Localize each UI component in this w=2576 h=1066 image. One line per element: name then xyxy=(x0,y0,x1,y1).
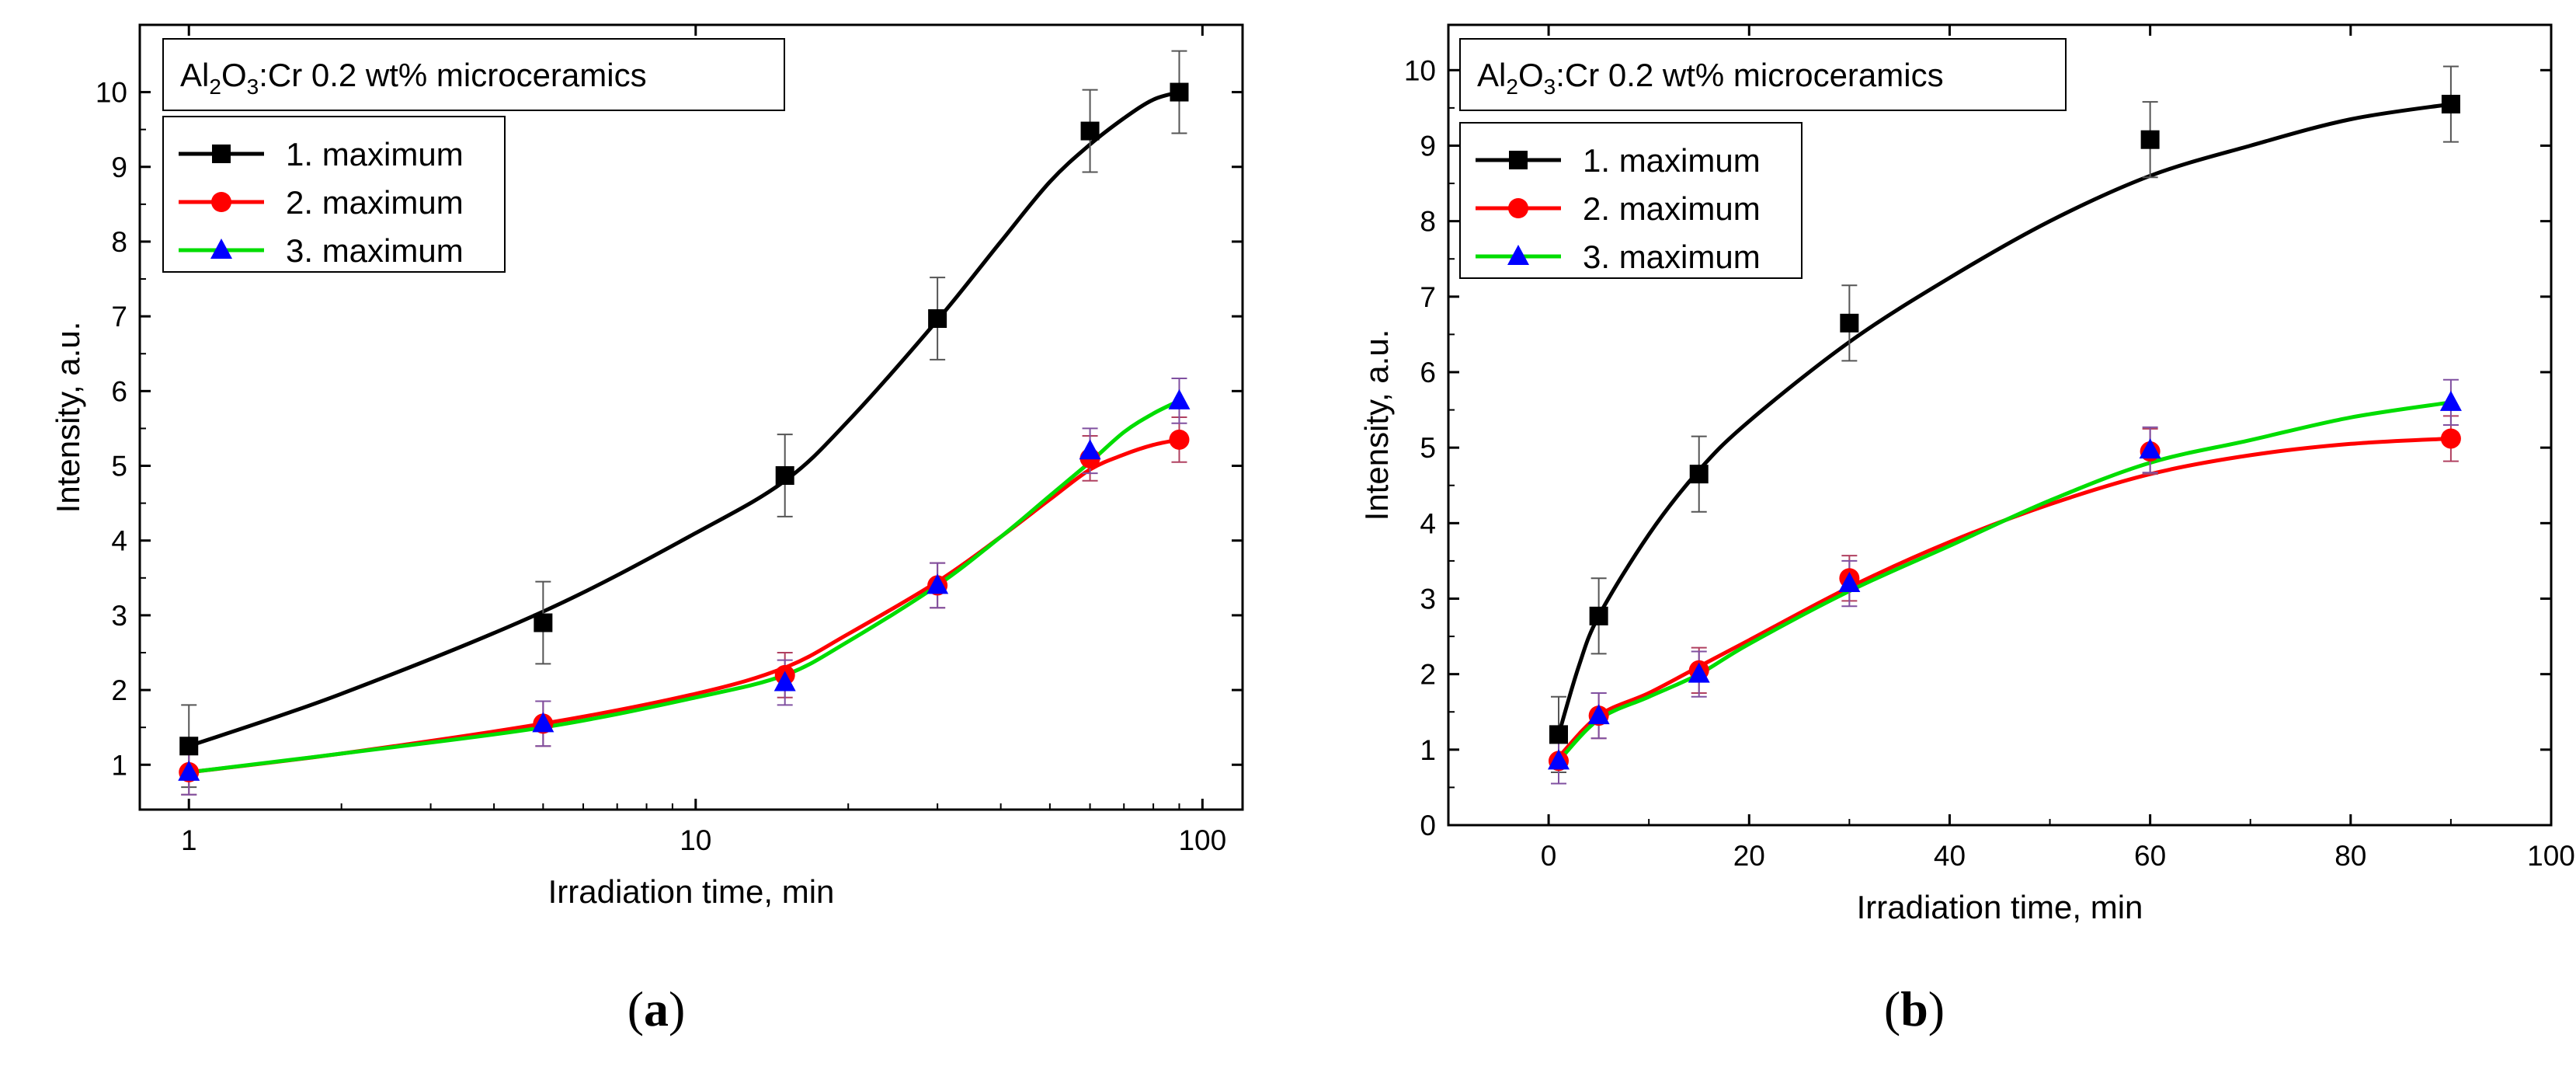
legend-marker xyxy=(210,239,232,259)
y-tick-label: 3 xyxy=(1420,583,1436,615)
y-tick-label: 6 xyxy=(111,375,127,407)
title-box xyxy=(1459,38,2067,111)
legend-label: 2. maximum xyxy=(286,184,464,221)
title-text-part: Al xyxy=(1477,57,1506,93)
fit-curve xyxy=(188,399,1180,775)
data-point xyxy=(1840,313,1859,333)
legend-marker xyxy=(1509,151,1528,169)
title-subscript: 2 xyxy=(209,75,221,99)
title-text-part: O xyxy=(221,57,247,93)
y-tick-label: 1 xyxy=(1420,734,1436,766)
data-point xyxy=(1688,662,1710,683)
y-tick-label: 2 xyxy=(1420,659,1436,691)
title-subscript: 2 xyxy=(1506,75,1518,99)
data-point xyxy=(2140,130,2160,149)
title-text-part: :Cr 0.2 wt% microceramics xyxy=(1556,57,1943,93)
title-text-part: Al xyxy=(180,57,209,93)
x-axis-label: Irradiation time, min xyxy=(1857,889,2143,925)
legend-label: 1. maximum xyxy=(1583,142,1761,179)
data-point xyxy=(2439,390,2462,411)
y-tick-label: 5 xyxy=(111,451,127,482)
data-point xyxy=(775,466,794,486)
x-tick-label: 20 xyxy=(1733,840,1765,872)
data-point xyxy=(1589,606,1608,625)
x-tick-label: 100 xyxy=(1178,824,1226,856)
data-point xyxy=(1587,704,1610,725)
fit-curve xyxy=(188,437,1180,775)
y-tick-label: 3 xyxy=(111,600,127,632)
x-tick-label: 80 xyxy=(2334,840,2366,872)
title-text-part: :Cr 0.2 wt% microceramics xyxy=(259,57,646,93)
legend-label: 3. maximum xyxy=(286,232,464,269)
plot-frame xyxy=(138,23,1244,811)
legend-marker xyxy=(1508,198,1528,218)
data-point xyxy=(773,671,796,692)
title-text-part: O xyxy=(1518,57,1544,93)
data-point xyxy=(1549,725,1568,744)
legend-label: 1. maximum xyxy=(286,136,464,172)
chart-title: Al2O3:Cr 0.2 wt% microceramics xyxy=(180,57,647,99)
y-tick-label: 1 xyxy=(111,749,127,781)
legend-marker xyxy=(212,145,231,163)
fit-curve xyxy=(1557,437,2452,759)
data-point xyxy=(928,309,947,329)
y-tick-label: 7 xyxy=(111,301,127,333)
y-tick-label: 8 xyxy=(111,226,127,258)
data-point xyxy=(1838,572,1861,593)
x-tick-label: 1 xyxy=(181,824,197,856)
data-point xyxy=(1169,429,1190,450)
y-tick-label: 8 xyxy=(1420,206,1436,238)
data-point xyxy=(1080,121,1100,141)
y-tick-label: 0 xyxy=(1420,810,1436,841)
data-point xyxy=(2441,95,2460,114)
legend-label: 2. maximum xyxy=(1583,190,1761,227)
y-tick-label: 9 xyxy=(111,152,127,183)
y-axis-label: Intensity, a.u. xyxy=(50,322,86,514)
y-tick-label: 7 xyxy=(1420,281,1436,313)
y-tick-label: 4 xyxy=(1420,507,1436,539)
data-point xyxy=(534,613,553,632)
y-tick-label: 6 xyxy=(1420,357,1436,388)
title-box xyxy=(162,38,785,111)
data-point xyxy=(2139,438,2161,459)
y-tick-label: 2 xyxy=(111,674,127,706)
y-tick-label: 4 xyxy=(111,525,127,557)
y-tick-label: 10 xyxy=(96,77,127,109)
data-point xyxy=(926,573,949,594)
x-axis-label: Irradiation time, min xyxy=(548,873,835,910)
data-point xyxy=(532,712,554,733)
title-subscript: 3 xyxy=(247,75,259,99)
legend-marker xyxy=(1507,245,1529,265)
x-tick-label: 60 xyxy=(2134,840,2166,872)
legend-label: 3. maximum xyxy=(1583,239,1761,275)
y-tick-label: 5 xyxy=(1420,432,1436,464)
data-point xyxy=(179,737,199,756)
x-tick-label: 10 xyxy=(680,824,711,856)
data-point xyxy=(1689,465,1709,484)
x-tick-label: 100 xyxy=(2527,840,2575,872)
data-point xyxy=(1079,439,1101,460)
fit-curve xyxy=(1556,102,2452,736)
y-tick-label: 10 xyxy=(1404,54,1436,86)
data-point xyxy=(1170,82,1189,102)
y-tick-label: 9 xyxy=(1420,130,1436,162)
panel-a-caption: (a) xyxy=(627,981,686,1036)
x-tick-label: 0 xyxy=(1541,840,1557,872)
legend-marker xyxy=(211,192,231,212)
title-subscript: 3 xyxy=(1544,75,1556,99)
x-tick-label: 40 xyxy=(1934,840,1966,872)
data-point xyxy=(178,760,200,781)
panel-b-caption: (b) xyxy=(1884,981,1945,1036)
data-point xyxy=(1168,388,1191,409)
chart-panel-a: 1 2 3 4 5 6 7 8 9 10 1 10 100 Irradiation time, min In… xyxy=(50,23,1244,910)
chart-title: Al2O3:Cr 0.2 wt% microceramics xyxy=(1477,57,1944,99)
data-point xyxy=(1548,749,1570,770)
data-point xyxy=(2440,428,2461,449)
plot-frame xyxy=(1447,23,2553,827)
fit-curve xyxy=(1557,400,2452,763)
y-axis-label: Intensity, a.u. xyxy=(1358,329,1395,521)
